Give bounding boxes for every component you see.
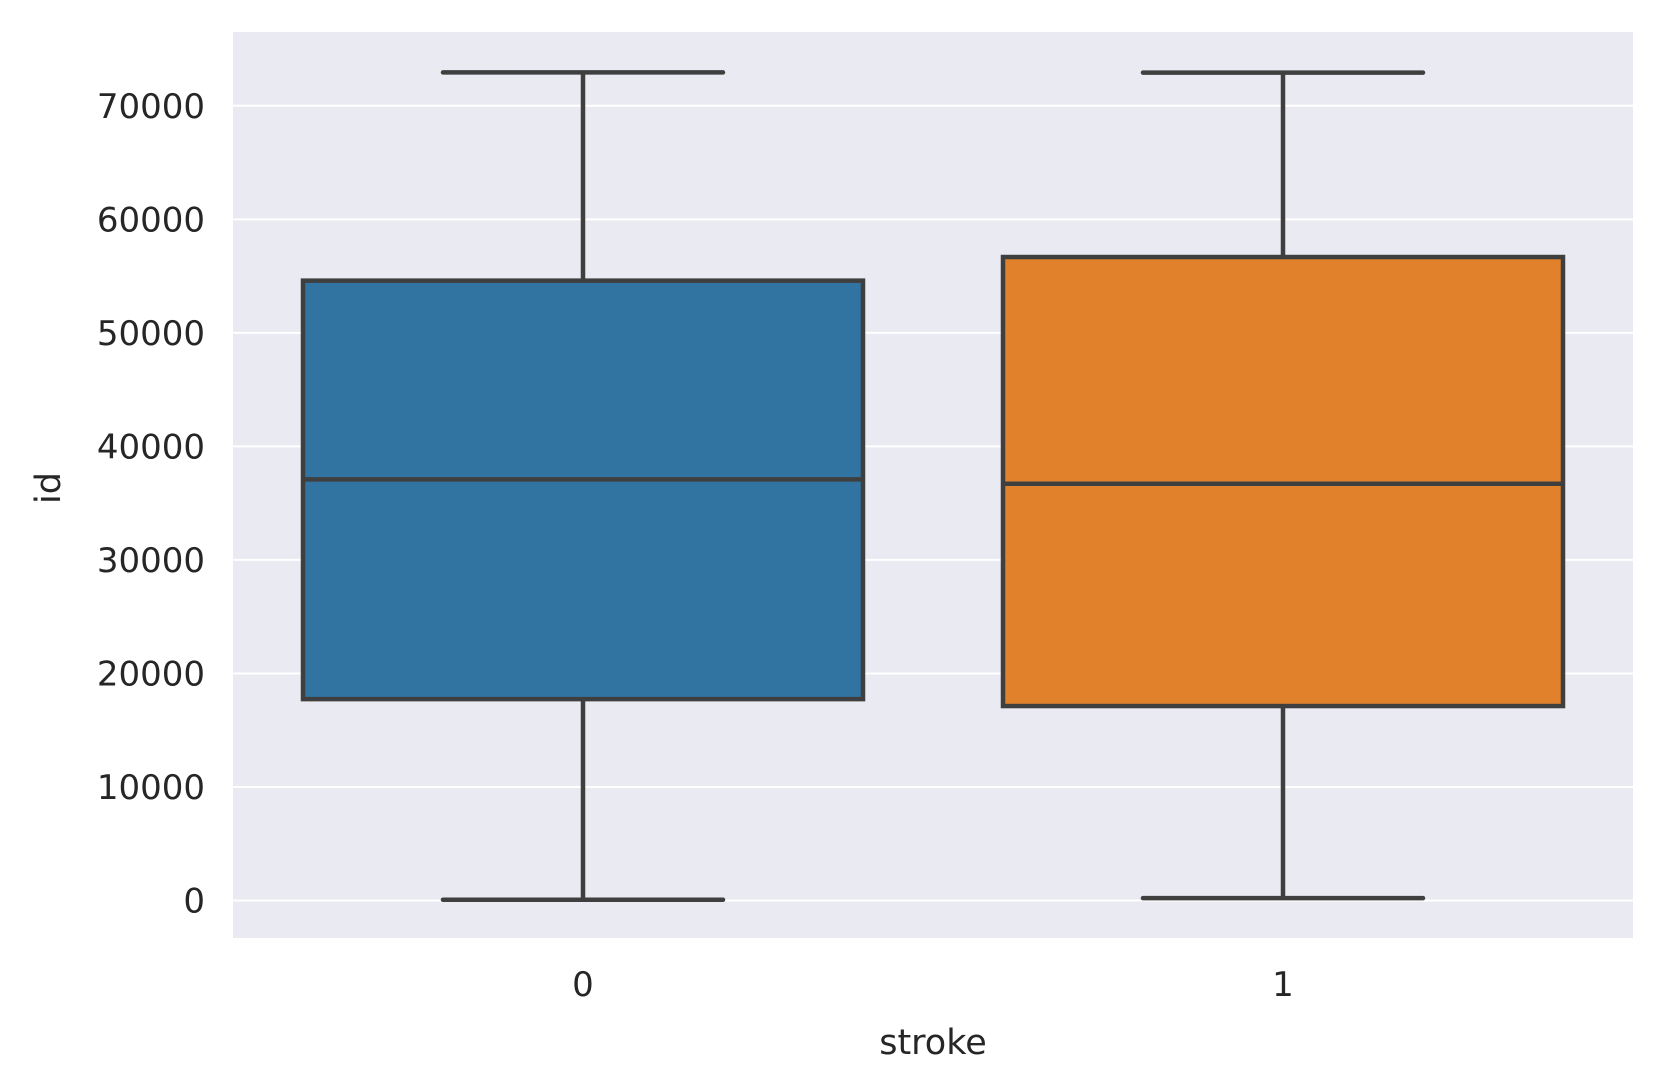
- y-tick-label: 20000: [97, 654, 205, 694]
- boxes: [300, 70, 1566, 903]
- box-iqr: [300, 278, 866, 702]
- y-axis-label: id: [29, 472, 69, 504]
- x-tick-label: 0: [572, 965, 594, 1005]
- x-axis-label: stroke: [879, 1023, 987, 1063]
- y-tick-label: 60000: [97, 200, 205, 240]
- y-tick-label: 50000: [97, 314, 205, 354]
- y-tick-label: 30000: [97, 541, 205, 581]
- x-tick-label: 1: [1272, 965, 1294, 1005]
- y-tick-label: 40000: [97, 427, 205, 467]
- box-group-1: [1000, 70, 1566, 901]
- y-tick-label: 0: [183, 882, 205, 922]
- y-tick-label: 10000: [97, 768, 205, 808]
- y-tick-labels: 0 10000 20000 30000 40000 50000 60000 70000: [97, 87, 205, 922]
- y-tick-label: 70000: [97, 87, 205, 127]
- box-group-0: [300, 70, 866, 903]
